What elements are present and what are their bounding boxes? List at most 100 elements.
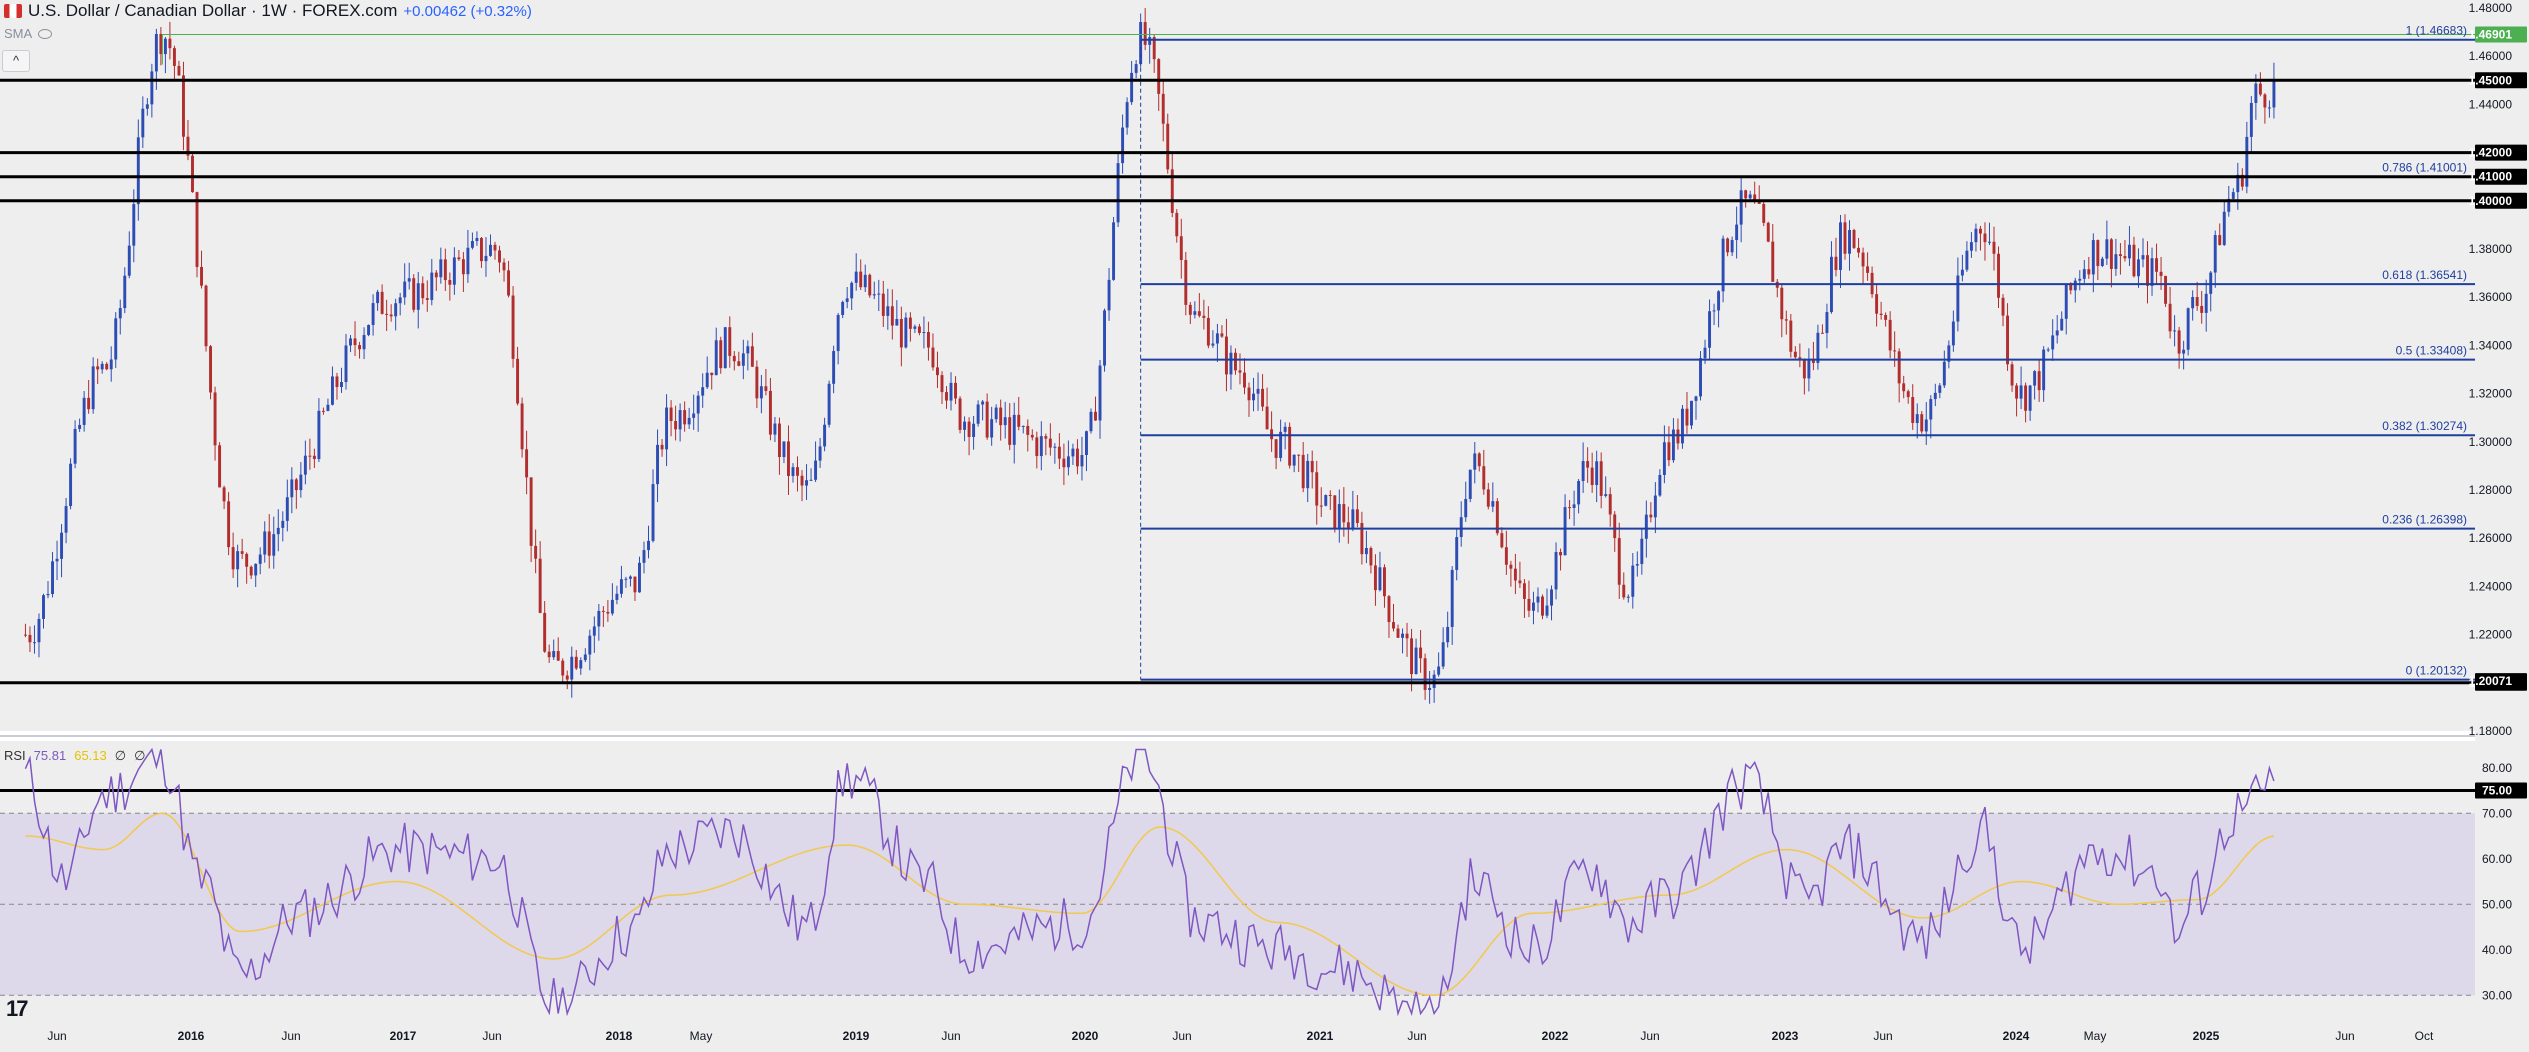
candle-body	[1848, 230, 1851, 254]
candle-body	[236, 551, 240, 570]
candle-body	[552, 651, 556, 658]
candle	[1401, 628, 1404, 654]
candle-body	[2195, 297, 2199, 306]
candle-body	[1834, 256, 1838, 270]
candle-body	[1008, 417, 1012, 445]
time-axis-tick: 2020	[1072, 1029, 1099, 1043]
price-axis-tick: 1.18000	[2469, 724, 2513, 738]
candle	[814, 441, 818, 483]
candle	[1595, 450, 1599, 503]
candle-body	[1346, 522, 1350, 530]
fib-level-label: 0.236 (1.26398)	[2382, 513, 2467, 527]
candle	[1310, 450, 1314, 489]
candle	[881, 280, 885, 327]
candle-body	[773, 423, 777, 435]
candle-body	[1333, 495, 1337, 530]
candle-body	[2141, 255, 2145, 260]
candle	[2249, 96, 2253, 152]
candle	[660, 439, 664, 457]
candle	[1211, 330, 1215, 348]
rsi-axis-tick: 30.00	[2482, 988, 2512, 1002]
candle-body	[281, 520, 285, 528]
level-badge-text: 1.42000	[2469, 146, 2513, 160]
rsi-legend[interactable]: RSI 75.81 65.13 ∅ ∅	[4, 748, 145, 764]
candle-body	[1274, 439, 1278, 458]
candle-body	[1595, 461, 1599, 486]
candle-body	[1626, 596, 1630, 598]
candle-body	[1486, 489, 1490, 507]
candle	[1247, 382, 1251, 417]
candle-body	[1437, 666, 1441, 675]
time-axis-tick: 2019	[843, 1029, 870, 1043]
candle	[945, 386, 948, 409]
candle	[922, 316, 926, 349]
candle-body	[520, 403, 524, 450]
candle-body	[2231, 192, 2235, 199]
candle	[1694, 395, 1698, 420]
candle-body	[1103, 310, 1106, 366]
candle-body	[2060, 318, 2064, 331]
candle-body	[1766, 222, 1770, 242]
candle	[972, 415, 976, 450]
candle-body	[796, 467, 799, 476]
candle-body	[403, 281, 407, 298]
candle-body	[895, 318, 899, 326]
candle-body	[299, 474, 303, 491]
candle	[854, 253, 858, 291]
candle	[2096, 239, 2100, 281]
candle	[1667, 426, 1671, 467]
candle-body	[836, 314, 840, 352]
candle-body	[665, 407, 669, 450]
price-pane-background	[0, 0, 2475, 731]
tradingview-logo-icon[interactable]: 17	[6, 996, 29, 1021]
candle-body	[1699, 358, 1702, 397]
candle-body	[470, 241, 474, 248]
candle	[100, 361, 104, 374]
candle-body	[1694, 396, 1698, 401]
candle	[195, 191, 199, 278]
level-badge-text: 1.45000	[2469, 73, 2513, 87]
eye-icon[interactable]	[38, 28, 53, 39]
symbol-title[interactable]: U.S. Dollar / Canadian Dollar · 1W · FOR…	[28, 1, 398, 20]
candle	[1107, 267, 1111, 321]
candle	[877, 279, 881, 312]
candle-body	[37, 618, 41, 643]
candle-body	[308, 455, 312, 457]
candle	[1522, 578, 1526, 618]
candle	[23, 623, 27, 638]
candle	[759, 374, 763, 414]
candle	[1902, 375, 1906, 399]
candle	[1134, 59, 1138, 79]
time-axis-tick: 2018	[606, 1029, 633, 1043]
level-badge	[2475, 192, 2527, 209]
candle-body	[1527, 598, 1531, 611]
candle	[1224, 318, 1228, 392]
candle	[181, 61, 185, 151]
candle-body	[1387, 596, 1391, 623]
candle-body	[1441, 642, 1445, 667]
candle	[2028, 384, 2032, 421]
candle-body	[1622, 584, 1626, 598]
candle	[1599, 452, 1603, 509]
candle-body	[457, 257, 461, 260]
candle-body	[1378, 567, 1382, 591]
candle-body	[606, 611, 610, 614]
candle	[60, 524, 64, 578]
candle-body	[132, 204, 136, 246]
candle	[2033, 370, 2037, 400]
rsi-75-badge-text: 75.00	[2482, 784, 2512, 798]
candle	[1459, 501, 1463, 547]
candle-body	[516, 358, 520, 404]
candle-body	[32, 642, 36, 644]
candle-body	[1012, 414, 1016, 445]
candle	[412, 274, 416, 313]
candle-body	[2010, 364, 2014, 386]
sma-indicator-label[interactable]: SMA	[4, 26, 53, 41]
candle-body	[1857, 247, 1861, 253]
rsi-axis-tick: 70.00	[2482, 806, 2512, 820]
candle-body	[163, 38, 167, 55]
candle	[1473, 441, 1477, 484]
collapse-legend-button[interactable]: ^	[2, 50, 30, 72]
candle	[204, 284, 208, 352]
candle-body	[881, 293, 885, 316]
